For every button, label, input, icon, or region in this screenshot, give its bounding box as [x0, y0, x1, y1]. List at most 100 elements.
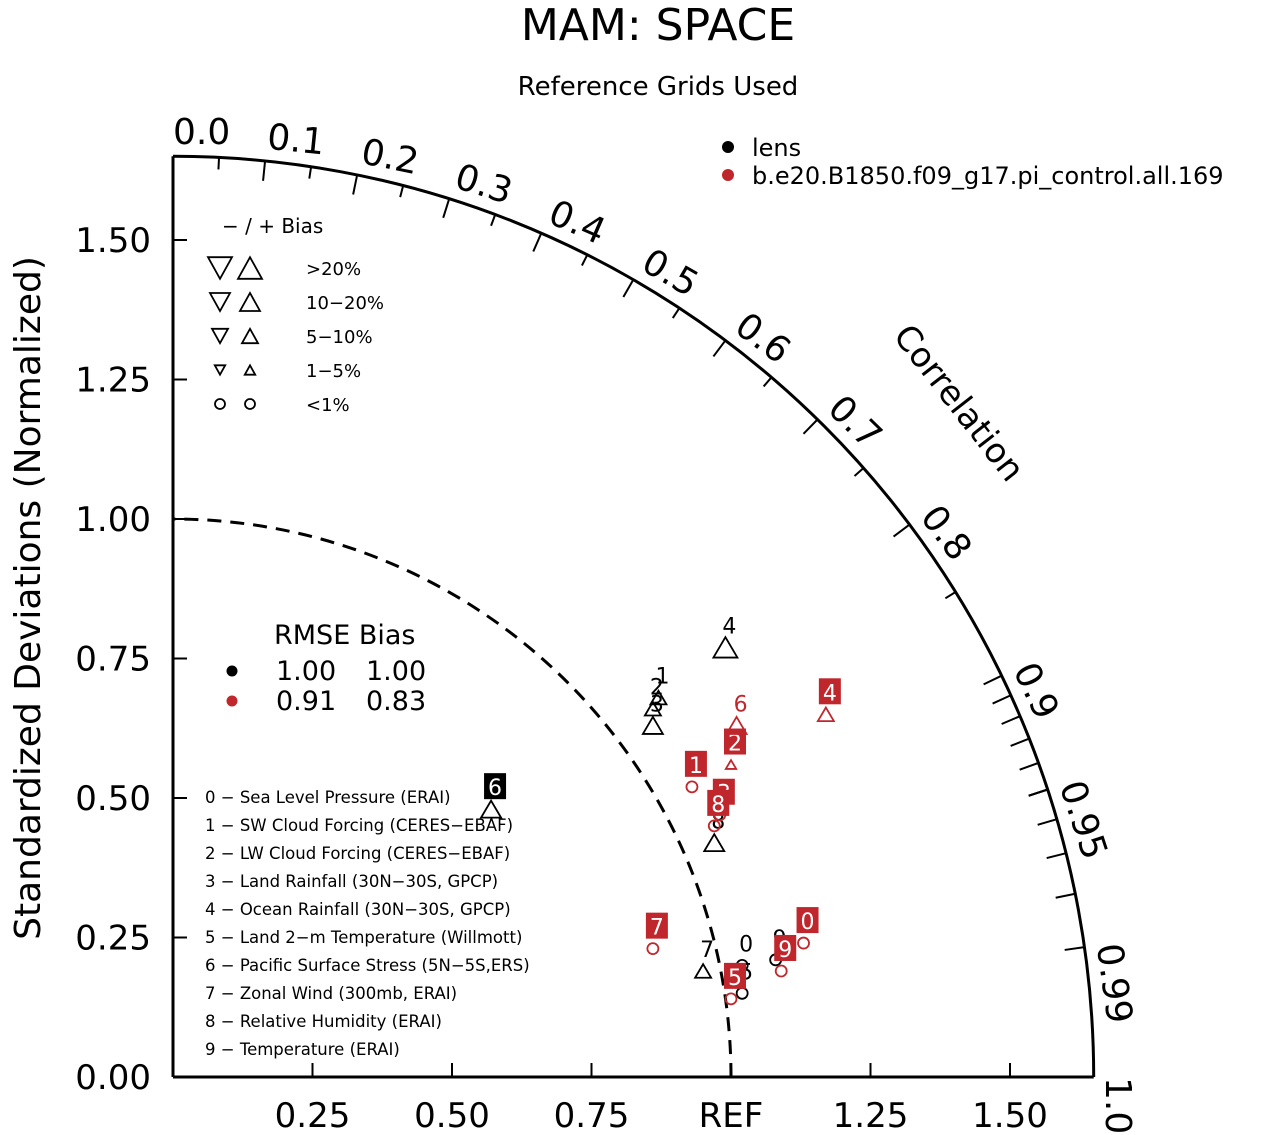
point-label-box — [724, 728, 746, 755]
correlation-label: 0.5 — [635, 241, 705, 305]
y-tick-label: 0.50 — [75, 779, 151, 819]
correlation-tick — [992, 694, 1012, 705]
legend-marker — [722, 141, 734, 153]
bias-down-marker — [213, 364, 227, 377]
correlation-label: 0.1 — [265, 117, 326, 164]
correlation-tick — [1046, 852, 1067, 860]
x-tick-label: 0.50 — [414, 1096, 490, 1135]
rmse-value: 0.91 — [276, 686, 336, 717]
point-label: 1 — [689, 754, 703, 779]
x-tick-label: 1.25 — [833, 1096, 909, 1135]
correlation-label: 1.0 — [1097, 1077, 1138, 1134]
point-label: 8 — [711, 793, 725, 818]
y-tick-label: 0.75 — [75, 640, 151, 680]
axes: 0.25 0.50 0.75 REF 1.25 1.500.000.250.500.751… — [75, 112, 1139, 1135]
point-label: 3 — [650, 692, 664, 717]
correlation-tick — [944, 591, 957, 600]
point-marker — [724, 758, 738, 770]
point-label: 9 — [778, 938, 792, 963]
correlation-tick — [983, 674, 1003, 686]
rmse-row-marker — [226, 695, 238, 707]
bias-up-marker — [243, 363, 257, 376]
point-label: 6 — [488, 776, 502, 801]
correlation-tick — [1055, 892, 1076, 899]
point-marker — [724, 992, 738, 1006]
bias-legend-label: 1−5% — [306, 361, 361, 382]
bias-down-marker — [206, 256, 234, 281]
legend-label: lens — [752, 134, 801, 162]
point-label: 4 — [823, 681, 837, 706]
point-marker — [797, 936, 810, 950]
bias-legend-label: <1% — [306, 395, 350, 416]
point-label: 0 — [739, 932, 753, 957]
bias-down-marker — [210, 327, 230, 346]
point-label-box — [774, 934, 797, 961]
variable-label: 9 − Temperature (ERAI) — [205, 1040, 400, 1059]
variable-label: 8 − Relative Humidity (ERAI) — [205, 1012, 442, 1031]
correlation-label: 0.95 — [1051, 776, 1115, 865]
variable-label: 6 − Pacific Surface Stress (5N−5S,ERS) — [205, 956, 530, 975]
bias-down-marker — [208, 292, 232, 313]
point-marker — [707, 819, 721, 833]
legend-marker — [722, 169, 734, 181]
correlation-label: 0.6 — [727, 305, 797, 372]
bias-legend-header: − / + Bias — [222, 214, 323, 238]
variable-label: 4 − Ocean Rainfall (30N−30S, GPCP) — [205, 900, 511, 919]
point-marker — [702, 832, 726, 853]
correlation-tick — [532, 232, 543, 252]
point-label-box — [796, 907, 819, 934]
bias-up-marker — [238, 291, 262, 312]
correlation-label: 0.7 — [820, 388, 890, 457]
point-marker — [725, 715, 749, 735]
correlation-tick — [1019, 761, 1039, 771]
bias-pos-circle — [244, 398, 256, 410]
correlation-tick — [762, 376, 773, 388]
point-label-box — [484, 773, 507, 800]
y-tick-label: 1.00 — [75, 500, 151, 540]
correlation-tick — [217, 157, 221, 170]
correlation-label: 0.3 — [450, 156, 517, 212]
correlation-label: 0.2 — [358, 131, 422, 183]
point-label: 2 — [650, 676, 664, 701]
correlation-tick — [352, 174, 359, 195]
chart-title: MAM: SPACE — [521, 0, 795, 51]
legend-label: b.e20.B1850.f09_g17.pi_control.all.169 — [752, 162, 1224, 190]
bias-legend-label: 10−20% — [306, 293, 384, 314]
point-marker — [641, 715, 665, 735]
correlation-tick — [262, 160, 267, 181]
correlation-tick — [308, 166, 313, 179]
correlation-tick — [1028, 788, 1048, 797]
point-label: 1 — [655, 665, 669, 690]
y-tick-label: 1.25 — [75, 361, 151, 401]
legend: lensb.e20.B1850.f09_g17.pi_control.all.1… — [722, 134, 1224, 190]
rmse-table-header: RMSE Bias — [274, 620, 415, 651]
y-tick-label: 1.50 — [75, 221, 151, 261]
point-label-box — [645, 912, 668, 939]
correlation-label: 0.8 — [912, 498, 979, 568]
correlation-tick — [442, 198, 451, 219]
y-tick-label: 0.00 — [75, 1058, 151, 1098]
point-marker — [479, 798, 503, 819]
point-marker — [646, 942, 660, 956]
point-marker — [774, 964, 788, 978]
variable-label: 2 − LW Cloud Forcing (CERES−EBAF) — [205, 844, 510, 863]
bias-value: 0.83 — [366, 686, 426, 717]
bias-legend-label: >20% — [306, 259, 361, 280]
variable-label: 0 − Sea Level Pressure (ERAI) — [205, 788, 451, 807]
rmse-value: 1.00 — [276, 656, 336, 687]
correlation-label: 0.99 — [1088, 941, 1140, 1026]
correlation-tick — [1037, 818, 1058, 826]
correlation-tick — [622, 279, 635, 298]
variable-label: 7 − Zonal Wind (300mb, ERAI) — [205, 984, 457, 1003]
point-marker — [711, 635, 739, 659]
point-marker — [693, 962, 713, 979]
point-label: 2 — [728, 732, 742, 757]
rmse-row-marker — [226, 665, 238, 677]
bias-up-marker — [240, 326, 260, 345]
point-label: 6 — [734, 692, 748, 717]
variable-label: 3 − Land Rainfall (30N−30S, GPCP) — [205, 872, 498, 891]
outer-arc — [172, 154, 1096, 1078]
correlation-tick — [1010, 737, 1030, 747]
